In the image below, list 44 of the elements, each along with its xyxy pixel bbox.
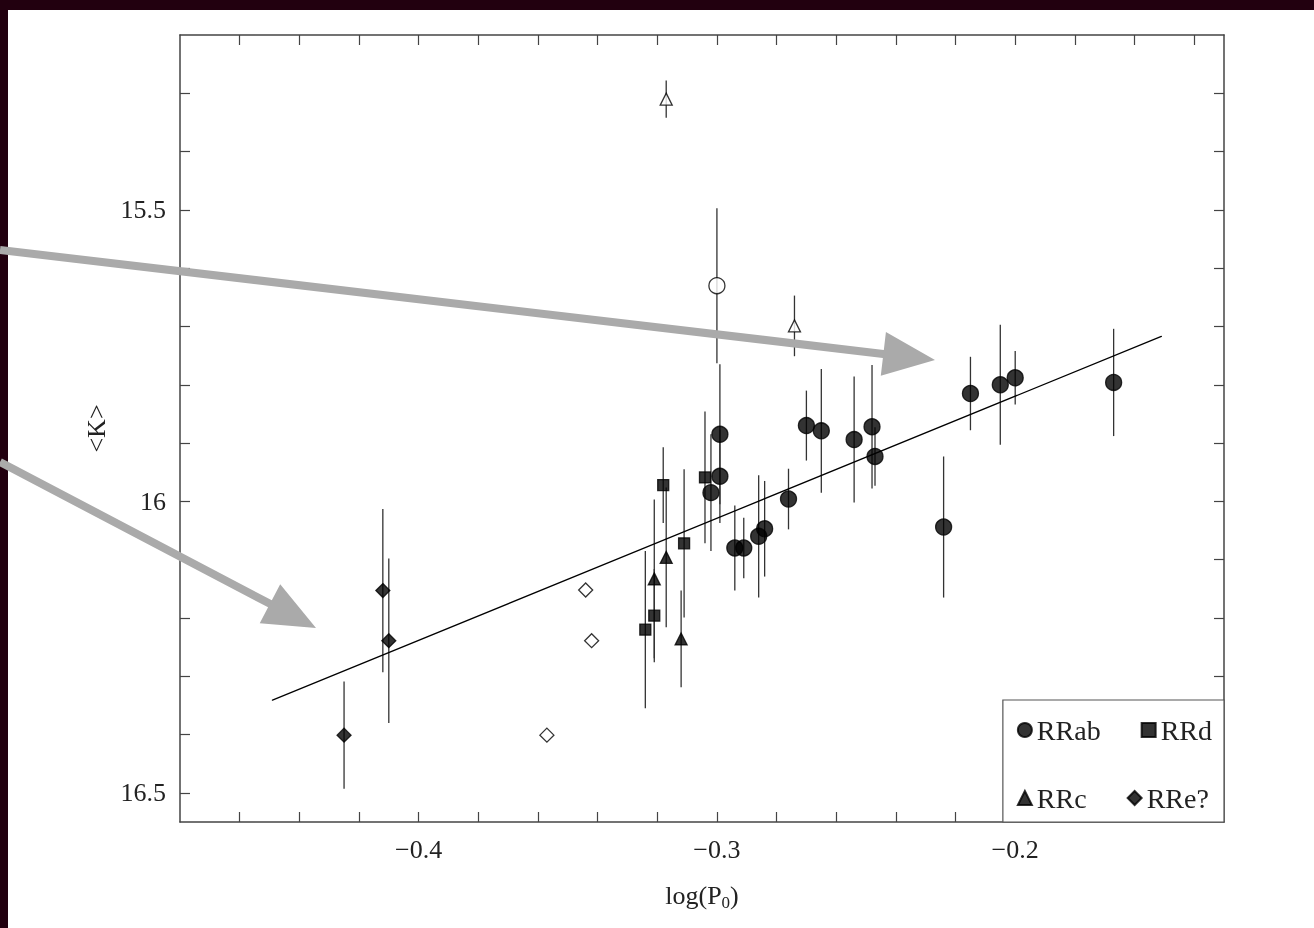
point (659, 550, 673, 564)
y-tick-label: 16 (140, 486, 166, 516)
point (375, 582, 391, 599)
point (677, 537, 691, 550)
point (863, 418, 881, 436)
point (934, 518, 953, 536)
legend-label: RRd (1160, 714, 1213, 746)
point (961, 384, 980, 403)
point (797, 416, 816, 435)
point (991, 376, 1009, 394)
point (659, 92, 673, 106)
y-tick-label: 15.5 (120, 195, 166, 225)
point (845, 430, 863, 449)
legend-label: RRab (1036, 714, 1101, 746)
point (1006, 369, 1024, 387)
point (674, 632, 688, 646)
point (381, 633, 397, 649)
point (866, 447, 884, 466)
point (578, 582, 594, 598)
point (583, 633, 600, 649)
point (756, 520, 774, 538)
legend-label: RRe? (1146, 782, 1209, 814)
point (702, 483, 720, 502)
point (657, 478, 670, 492)
point (698, 471, 712, 484)
point (1105, 373, 1123, 392)
x-tick-label: −0.2 (991, 834, 1039, 864)
point (711, 467, 729, 485)
y-axis-title: <K> (82, 404, 112, 453)
point (787, 319, 802, 333)
point (779, 490, 798, 508)
point (336, 727, 352, 743)
point (647, 572, 661, 586)
point (711, 425, 729, 443)
point (648, 609, 661, 622)
x-tick-label: −0.4 (395, 834, 443, 864)
y-tick-label: 16.5 (120, 778, 166, 808)
point (708, 277, 726, 295)
legend-label: RRc (1036, 782, 1087, 814)
point (539, 727, 555, 743)
x-tick-label: −0.3 (693, 834, 741, 864)
point (639, 623, 652, 636)
point (812, 422, 830, 440)
point (735, 539, 753, 557)
